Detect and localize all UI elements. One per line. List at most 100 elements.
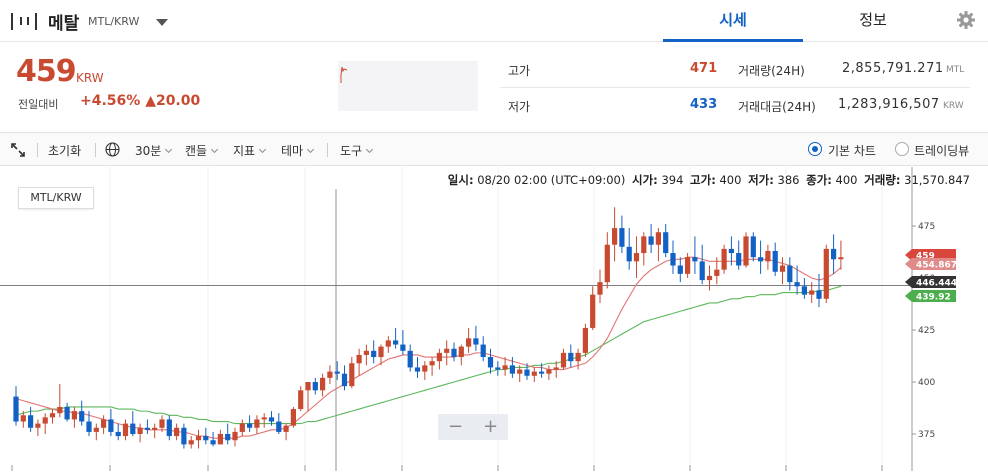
zoom-controls: − + — [438, 414, 508, 440]
volume-unit: MTL — [946, 65, 965, 75]
candle-body — [517, 369, 523, 374]
candle-body — [400, 344, 406, 351]
candle-body — [276, 421, 282, 432]
price-tag-label: 459 — [916, 252, 935, 262]
theme-dropdown[interactable]: 테마 — [281, 142, 315, 159]
chart-toolbar: 초기화 30분 캔들 지표 테마 도구 기본 차트 트레이딩뷰 — [0, 132, 988, 166]
candle-body — [685, 257, 691, 274]
chevron-down-icon — [211, 145, 219, 154]
candle-body — [393, 340, 399, 345]
gear-icon[interactable] — [956, 10, 976, 30]
candle-body — [159, 419, 165, 428]
zoom-out-button[interactable]: − — [447, 416, 464, 437]
candle-body — [254, 419, 260, 428]
high-value: 400 — [719, 173, 742, 187]
basic-chart-label[interactable]: 기본 차트 — [828, 144, 876, 158]
candle-body — [49, 413, 56, 418]
candle-body — [20, 415, 26, 422]
candle-body — [108, 419, 114, 432]
candle-body — [714, 269, 720, 276]
candle-body — [422, 365, 428, 372]
y-tick-label: 400 — [918, 378, 935, 388]
candle-body — [787, 265, 793, 283]
candle-body — [779, 265, 786, 272]
high-label: 고가: — [690, 173, 716, 187]
indicator-dropdown[interactable]: 지표 — [233, 142, 267, 159]
open-label: 시가: — [632, 173, 658, 187]
candle-body — [320, 377, 326, 391]
tradingview-radio[interactable] — [895, 142, 909, 156]
candle-body — [64, 406, 70, 420]
low-value: 386 — [777, 173, 800, 187]
candle-body — [341, 373, 348, 387]
candle-body — [436, 352, 442, 362]
candle-body — [743, 236, 749, 266]
candle-body — [130, 423, 136, 434]
toolbar-divider — [37, 143, 38, 157]
candle-body — [239, 423, 245, 432]
candle-dropdown[interactable]: 캔들 — [185, 142, 219, 159]
tab-info[interactable]: 정보 — [859, 11, 887, 29]
candle-body — [261, 417, 267, 420]
mini-chart — [338, 61, 478, 111]
candle-body — [838, 257, 844, 260]
candle-body — [42, 417, 48, 424]
candle-body — [371, 350, 377, 358]
candle-body — [363, 350, 369, 355]
candle-body — [546, 369, 552, 374]
candle-body — [203, 436, 209, 441]
tradingview-label[interactable]: 트레이딩뷰 — [914, 144, 970, 158]
candle-body — [290, 409, 296, 426]
candle-body — [298, 390, 304, 410]
low-label: 저가: — [748, 173, 774, 187]
chevron-down-icon — [366, 145, 374, 154]
candle-body — [458, 346, 464, 358]
y-tick-label: 475 — [918, 222, 935, 232]
candle-body — [728, 248, 734, 254]
candle-body — [663, 232, 669, 254]
low-label: 저가 — [508, 100, 531, 114]
expand-icon[interactable] — [11, 143, 25, 157]
price-unit: KRW — [76, 71, 104, 85]
interval-label: 30분 — [135, 144, 162, 158]
candle-body — [801, 286, 807, 295]
time-value: 08/20 02:00 (UTC+09:00) — [477, 173, 626, 187]
candle-body — [502, 365, 508, 370]
candle-body — [750, 236, 756, 258]
candle-body — [560, 352, 567, 368]
candle-body — [809, 290, 815, 295]
candle-body — [195, 436, 202, 441]
coin-select-chevron-down-icon[interactable] — [156, 19, 168, 26]
basic-chart-radio[interactable] — [808, 142, 822, 156]
candle-body — [115, 431, 121, 437]
candle-body — [539, 371, 545, 374]
price-tag — [905, 258, 956, 270]
candle-body — [765, 250, 771, 262]
candle-body — [568, 352, 574, 362]
candle-body — [188, 440, 194, 445]
candle-body — [531, 371, 537, 376]
globe-icon[interactable] — [105, 142, 120, 157]
candle-body — [122, 423, 129, 437]
candle-body — [604, 244, 610, 283]
candle-body — [823, 248, 829, 299]
theme-label: 테마 — [281, 144, 304, 158]
candle-body — [210, 440, 216, 445]
candle-body — [334, 371, 340, 374]
reset-button[interactable]: 초기화 — [48, 144, 82, 158]
close-label: 종가: — [806, 173, 832, 187]
interval-dropdown[interactable]: 30분 — [135, 142, 173, 159]
time-label: 일시: — [447, 173, 474, 187]
zoom-in-button[interactable]: + — [482, 416, 499, 437]
candle-body — [356, 354, 362, 364]
y-tick-label: 375 — [918, 430, 935, 440]
candle-body — [619, 228, 625, 247]
candle-body — [181, 427, 187, 445]
tab-price[interactable]: 시세 — [663, 0, 803, 42]
price-tag — [905, 290, 956, 302]
candle-body — [429, 361, 435, 366]
candle-body — [699, 261, 705, 281]
tools-dropdown[interactable]: 도구 — [340, 142, 374, 159]
